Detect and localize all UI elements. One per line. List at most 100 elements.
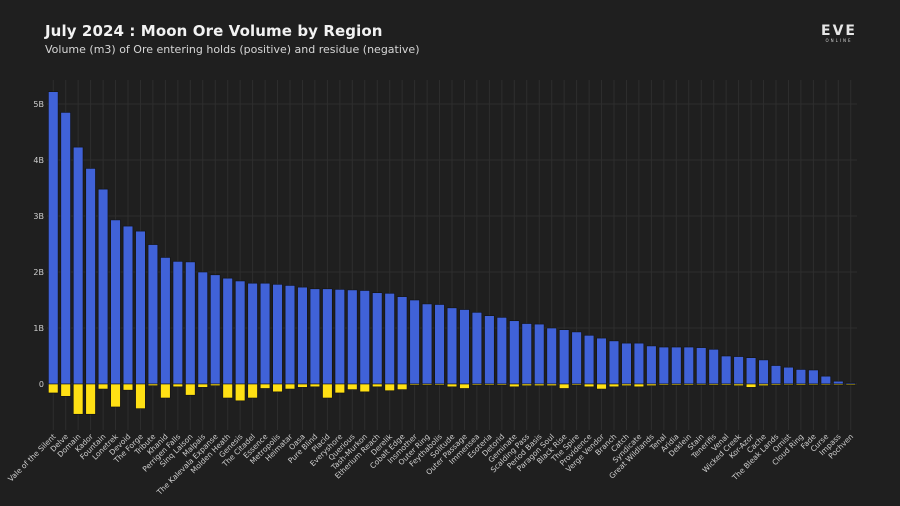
bar-negative <box>222 383 233 399</box>
bar-positive <box>110 219 121 385</box>
bar-negative <box>683 383 694 386</box>
bar-positive <box>770 365 782 385</box>
bar-positive <box>621 342 632 385</box>
bar-negative <box>745 383 757 388</box>
bar-positive <box>608 340 620 385</box>
bar-negative <box>434 383 445 386</box>
bar-positive <box>745 357 757 385</box>
bar-positive <box>509 320 520 385</box>
y-tick-label: 3B <box>33 212 44 221</box>
bar-negative <box>396 383 408 390</box>
bar-negative <box>459 383 470 389</box>
bar-negative <box>334 383 346 394</box>
bar-negative <box>372 383 383 388</box>
y-axis: 0 1B 2B 3B 4B 5B <box>33 100 44 389</box>
bar-positive <box>808 369 819 385</box>
bar-positive <box>758 359 769 385</box>
bar-positive <box>160 257 171 385</box>
bar-positive <box>347 289 358 385</box>
bar-negative <box>234 383 246 402</box>
bar-negative <box>845 383 856 386</box>
bar-negative <box>696 383 707 386</box>
bar-negative <box>596 383 607 390</box>
chart-title: July 2024 : Moon Ore Volume by Region <box>45 22 383 40</box>
bar-negative <box>421 383 433 386</box>
bar-positive <box>322 288 333 385</box>
bar-positive <box>48 91 59 385</box>
bar-positive <box>720 355 732 385</box>
bar-negative <box>72 383 84 415</box>
bar-positive <box>172 261 184 385</box>
bar-positive <box>85 168 96 385</box>
bar-negative <box>770 383 782 386</box>
bar-positive <box>396 296 408 385</box>
bar-positive <box>384 292 395 385</box>
bar-positive <box>334 289 346 385</box>
bar-positive <box>60 112 71 385</box>
x-tick-label: Vale of the Silent <box>6 432 57 483</box>
bars <box>48 91 856 415</box>
eve-online-logo: EVE ONLINE <box>812 24 866 44</box>
bar-positive <box>122 225 134 385</box>
bar-positive <box>247 282 258 385</box>
bar-negative <box>409 383 420 386</box>
bar-positive <box>683 346 694 385</box>
bar-negative <box>322 383 333 399</box>
y-tick-label: 0 <box>39 380 44 389</box>
bar-positive <box>259 282 271 385</box>
bar-positive <box>372 292 383 385</box>
bar-positive <box>210 274 221 385</box>
bar-negative <box>210 383 221 386</box>
bar-positive <box>820 375 832 385</box>
bar-negative <box>48 383 59 394</box>
bar-negative <box>820 383 832 386</box>
chart-subtitle: Volume (m3) of Ore entering holds (posit… <box>45 43 420 56</box>
bar-positive <box>97 188 109 385</box>
bar-negative <box>272 383 283 393</box>
bar-negative <box>147 383 159 386</box>
bar-positive <box>459 309 470 385</box>
bar-negative <box>496 383 508 386</box>
bar-negative <box>783 383 794 386</box>
bar-negative <box>571 383 582 386</box>
bar-positive <box>496 317 508 385</box>
bar-negative <box>122 383 134 391</box>
bar-negative <box>558 383 570 389</box>
bar-negative <box>347 383 358 390</box>
bar-negative <box>297 383 308 388</box>
bar-positive <box>284 285 296 385</box>
bar-negative <box>546 383 557 386</box>
bar-positive <box>185 261 196 385</box>
bar-negative <box>633 383 645 388</box>
bar-positive <box>297 286 308 385</box>
bar-negative <box>97 383 109 390</box>
bar-positive <box>583 334 595 385</box>
bar-positive <box>359 290 370 385</box>
bar-positive <box>558 329 570 385</box>
bar-positive <box>309 288 321 385</box>
bar-negative <box>509 383 520 388</box>
bar-positive <box>197 271 208 385</box>
bar-positive <box>708 348 719 385</box>
bar-positive <box>446 307 458 385</box>
logo-sub-text: ONLINE <box>825 38 853 43</box>
bar-positive <box>833 380 844 385</box>
bar-positive <box>534 323 545 385</box>
bar-negative <box>758 383 769 386</box>
bar-positive <box>471 312 483 385</box>
bar-negative <box>384 383 395 392</box>
bar-negative <box>720 383 732 386</box>
bar-negative <box>359 383 370 393</box>
bar-positive <box>571 331 582 385</box>
bar-negative <box>808 383 819 386</box>
bar-negative <box>621 383 632 386</box>
bar-positive <box>521 323 532 385</box>
bar-positive <box>671 346 682 385</box>
logo-main-text: EVE <box>821 23 857 39</box>
y-tick-label: 2B <box>33 268 44 277</box>
bar-negative <box>60 383 71 397</box>
bar-positive <box>72 146 84 385</box>
bar-negative <box>484 383 495 386</box>
bar-negative <box>197 383 208 388</box>
bar-negative <box>708 383 719 386</box>
